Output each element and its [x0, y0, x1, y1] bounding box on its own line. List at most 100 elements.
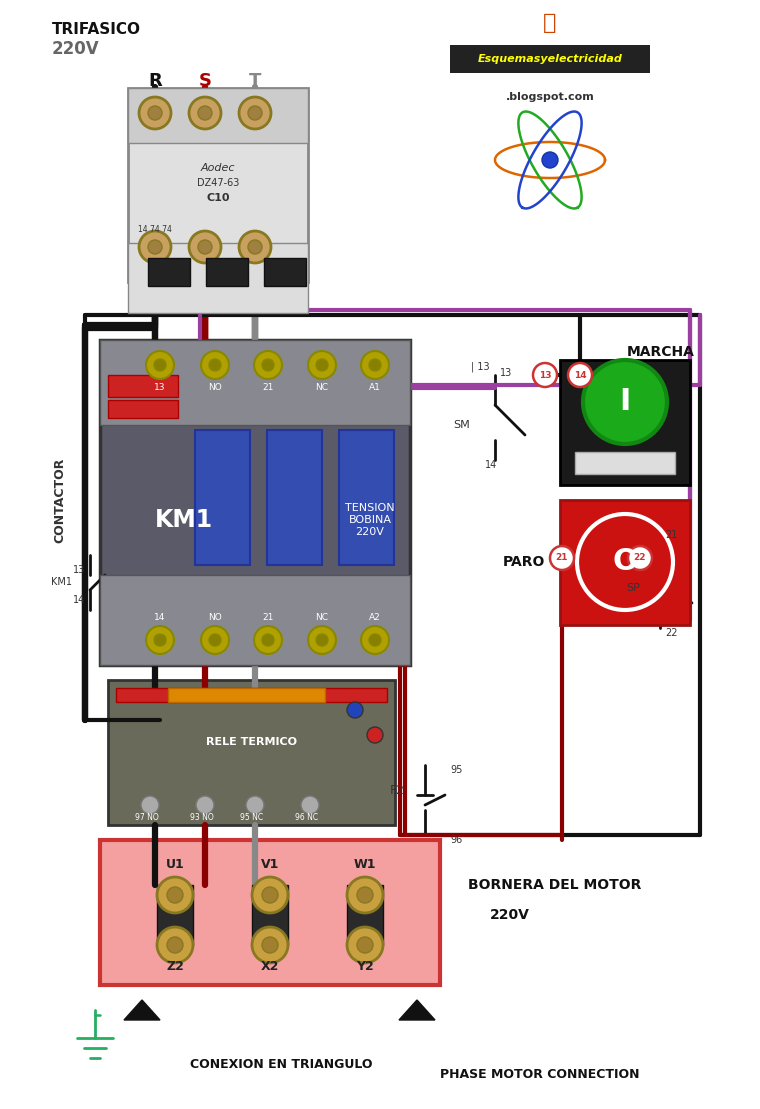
Text: 14: 14 — [73, 596, 85, 606]
Text: TENSION
BOBINA
220V: TENSION BOBINA 220V — [345, 503, 394, 537]
FancyBboxPatch shape — [100, 574, 410, 665]
Text: 96: 96 — [450, 835, 462, 845]
Circle shape — [157, 877, 193, 913]
Text: 14: 14 — [154, 612, 166, 621]
Circle shape — [189, 96, 221, 129]
Circle shape — [308, 625, 336, 654]
Text: U1: U1 — [166, 858, 185, 871]
Text: F2: F2 — [390, 783, 405, 796]
Text: Aodec: Aodec — [201, 163, 236, 173]
Circle shape — [254, 625, 282, 654]
FancyBboxPatch shape — [116, 688, 387, 702]
FancyBboxPatch shape — [128, 243, 308, 313]
Circle shape — [157, 927, 193, 963]
FancyBboxPatch shape — [100, 340, 410, 425]
FancyBboxPatch shape — [100, 840, 440, 985]
FancyBboxPatch shape — [206, 258, 248, 286]
Circle shape — [316, 359, 328, 372]
Circle shape — [316, 634, 328, 647]
Text: Z2: Z2 — [166, 960, 184, 973]
Text: S: S — [198, 72, 211, 90]
Circle shape — [189, 231, 221, 263]
Circle shape — [357, 937, 373, 953]
Text: A2: A2 — [369, 612, 381, 621]
Circle shape — [308, 352, 336, 379]
Text: Y2: Y2 — [356, 960, 374, 973]
Circle shape — [148, 106, 162, 120]
FancyBboxPatch shape — [100, 340, 410, 665]
Circle shape — [361, 625, 389, 654]
Text: 14: 14 — [485, 460, 497, 470]
Circle shape — [209, 359, 221, 372]
Text: 95: 95 — [450, 765, 462, 775]
Text: KM1: KM1 — [51, 577, 72, 587]
Circle shape — [198, 240, 212, 254]
Text: KM1: KM1 — [155, 508, 213, 532]
Circle shape — [239, 231, 271, 263]
Text: T: T — [249, 72, 261, 90]
Text: 97 NO: 97 NO — [135, 813, 159, 822]
Text: 220V: 220V — [52, 40, 100, 58]
Text: W1: W1 — [353, 858, 376, 871]
FancyBboxPatch shape — [560, 360, 690, 485]
FancyBboxPatch shape — [267, 430, 322, 564]
Text: 21: 21 — [262, 612, 274, 621]
Text: DZ47-63: DZ47-63 — [197, 179, 239, 189]
Text: 14: 14 — [574, 370, 586, 379]
FancyBboxPatch shape — [450, 45, 650, 73]
Circle shape — [139, 231, 171, 263]
Circle shape — [577, 513, 673, 610]
Circle shape — [146, 625, 174, 654]
Text: 13: 13 — [73, 564, 85, 574]
Text: 21: 21 — [665, 530, 677, 540]
Polygon shape — [124, 1000, 160, 1020]
Circle shape — [198, 106, 212, 120]
Circle shape — [347, 927, 383, 963]
Circle shape — [550, 546, 574, 570]
Text: A1: A1 — [369, 384, 381, 393]
Circle shape — [146, 352, 174, 379]
Text: NC: NC — [315, 612, 328, 621]
Circle shape — [369, 359, 381, 372]
FancyBboxPatch shape — [108, 680, 395, 825]
Circle shape — [262, 634, 274, 647]
Text: R: R — [148, 72, 162, 90]
Text: 14 74 74: 14 74 74 — [138, 225, 172, 234]
Text: PHASE MOTOR CONNECTION: PHASE MOTOR CONNECTION — [440, 1068, 639, 1081]
Circle shape — [248, 240, 262, 254]
FancyBboxPatch shape — [252, 885, 288, 945]
Text: 13: 13 — [500, 368, 512, 378]
Text: 96 NC: 96 NC — [295, 813, 318, 822]
Circle shape — [154, 634, 166, 647]
Circle shape — [367, 728, 383, 743]
Circle shape — [252, 927, 288, 963]
Text: X2: X2 — [261, 960, 279, 973]
Text: ⏻: ⏻ — [543, 13, 556, 33]
Text: 220V: 220V — [490, 908, 530, 922]
Circle shape — [246, 796, 264, 814]
Circle shape — [139, 96, 171, 129]
Circle shape — [201, 625, 229, 654]
Text: SP: SP — [626, 583, 640, 593]
Circle shape — [568, 363, 592, 387]
Circle shape — [141, 796, 159, 814]
Circle shape — [209, 634, 221, 647]
Text: NC: NC — [315, 384, 328, 393]
Circle shape — [301, 796, 319, 814]
Text: SM: SM — [453, 420, 470, 430]
FancyBboxPatch shape — [575, 452, 675, 474]
Text: 13: 13 — [154, 384, 166, 393]
Circle shape — [628, 546, 652, 570]
Text: CONEXION EN TRIANGULO: CONEXION EN TRIANGULO — [190, 1058, 372, 1071]
FancyBboxPatch shape — [168, 688, 325, 702]
Text: Esquemasyelectricidad: Esquemasyelectricidad — [477, 54, 622, 64]
FancyBboxPatch shape — [560, 500, 690, 625]
Circle shape — [154, 359, 166, 372]
Text: 95 NC: 95 NC — [240, 813, 263, 822]
Circle shape — [148, 240, 162, 254]
FancyBboxPatch shape — [128, 88, 308, 282]
Text: CONTACTOR: CONTACTOR — [53, 457, 67, 542]
Text: 22: 22 — [634, 553, 646, 562]
Circle shape — [347, 877, 383, 913]
Circle shape — [583, 360, 667, 444]
